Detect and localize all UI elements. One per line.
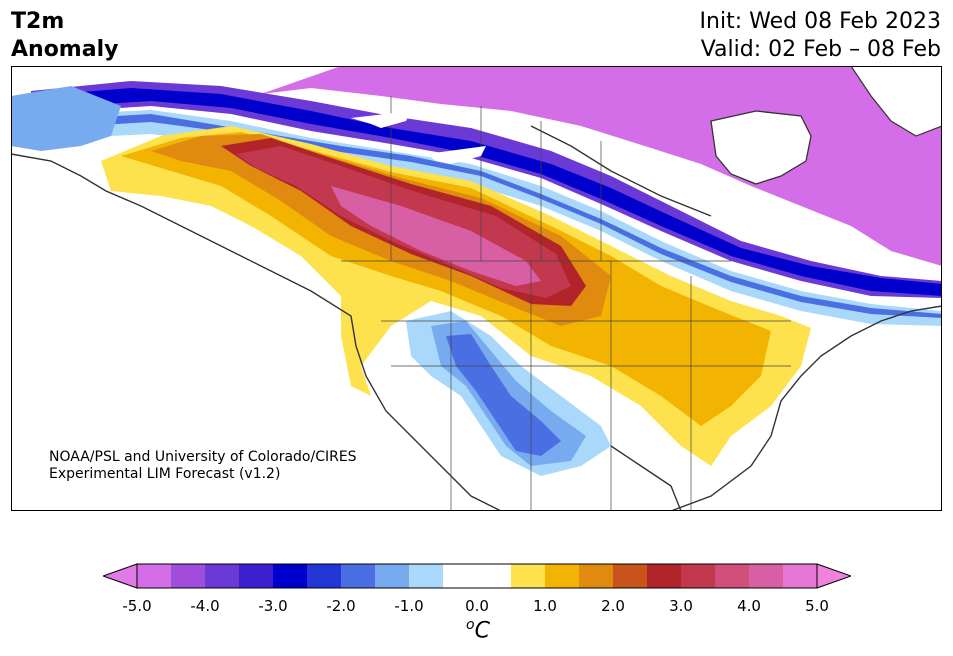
units-label: oC (458, 617, 498, 643)
colorbar-tick-label: -1.0 (394, 597, 424, 615)
colorbar-segment (749, 564, 784, 588)
political-borders (341, 96, 791, 511)
valid-range: Valid: 02 Feb – 08 Feb (700, 37, 941, 62)
colorbar-tick-label: 1.0 (533, 597, 557, 615)
colorbar-segment (375, 564, 410, 588)
colorbar-tick-label: -3.0 (258, 597, 288, 615)
east-arctic-water (850, 66, 942, 137)
colorbar-segment (137, 564, 172, 588)
units-letter: C (474, 618, 490, 644)
coastlines (11, 125, 942, 511)
credit-line-2: Experimental LIM Forecast (v1.2) (49, 466, 281, 482)
credit-line-1: NOAA/PSL and University of Colorado/CIRE… (49, 449, 357, 465)
temperature-anomaly-map (11, 66, 942, 511)
colorbar-segment (477, 564, 512, 588)
colorbar-outline (136, 563, 818, 589)
alaska-cold-anomaly (11, 86, 121, 151)
colorbar-over-arrow (816, 563, 851, 589)
colorbar-under-arrow (103, 563, 138, 589)
colorbar-segment (579, 564, 614, 588)
forecast-dates: Init: Wed 08 Feb 2023 Valid: 02 Feb – 08… (700, 8, 941, 64)
colorbar-segment (443, 564, 478, 588)
init-date: Init: Wed 08 Feb 2023 (699, 9, 941, 34)
colorbar-tick-label: 5.0 (805, 597, 829, 615)
ice-streak-1 (351, 111, 411, 128)
colorbar-tick-label: 3.0 (669, 597, 693, 615)
units-degree: o (466, 617, 475, 633)
colorbar-segment (273, 564, 308, 588)
colorbar-tick-label: 4.0 (737, 597, 761, 615)
colorbar-segment (511, 564, 546, 588)
cold-band-deep-blue (31, 88, 942, 296)
map-title: T2m Anomaly (11, 8, 118, 64)
colorbar-segment (647, 564, 682, 588)
colorbar-tick-label: -5.0 (122, 597, 152, 615)
colorbar-segment (681, 564, 716, 588)
hudson-bay (710, 110, 812, 185)
title-line-1: T2m (11, 9, 65, 34)
southwest-cold-deep (446, 334, 561, 456)
colorbar-tick-label: -2.0 (326, 597, 356, 615)
colorbar-segment (307, 564, 342, 588)
title-line-2: Anomaly (11, 37, 119, 62)
colorbar-segment (613, 564, 648, 588)
colorbar-segment (783, 564, 818, 588)
colorbar-segment (205, 564, 240, 588)
data-credit: NOAA/PSL and University of Colorado/CIRE… (49, 449, 357, 483)
colorbar-segment (341, 564, 376, 588)
map-frame (11, 66, 942, 511)
colorbar (103, 563, 851, 589)
colorbar-segment (171, 564, 206, 588)
colorbar-tick-label: 0.0 (465, 597, 489, 615)
colorbar-tick-label: 2.0 (601, 597, 625, 615)
colorbar-segment (545, 564, 580, 588)
colorbar-segment (239, 564, 274, 588)
colorbar-segment (409, 564, 444, 588)
colorbar-tick-label: -4.0 (190, 597, 220, 615)
ice-streak-2 (426, 146, 486, 164)
colorbar-segment (715, 564, 750, 588)
